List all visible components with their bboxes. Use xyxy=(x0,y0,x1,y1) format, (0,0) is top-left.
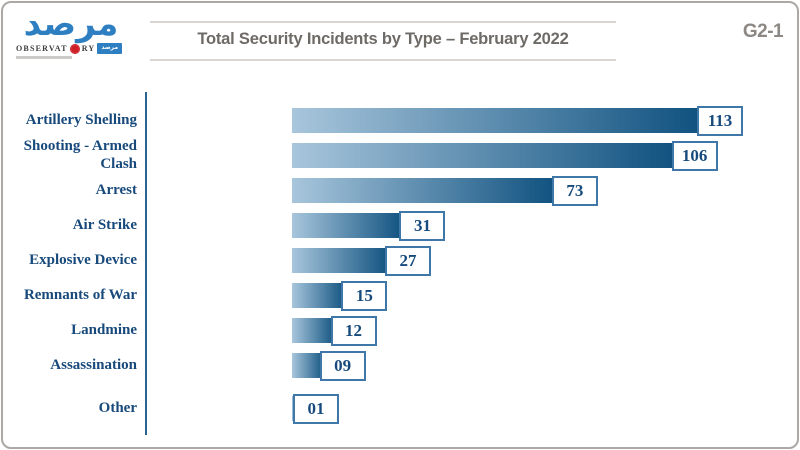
bar xyxy=(292,353,325,378)
y-axis-line xyxy=(145,92,147,435)
logo-badge: مرصد xyxy=(97,43,123,54)
bar-chart: Artillery Shelling 113 Shooting - Armed … xyxy=(0,103,800,426)
title-rule-bottom xyxy=(150,59,616,61)
logo-target-icon xyxy=(69,43,80,54)
value-label: 113 xyxy=(707,110,733,130)
logo-latin-pre: OBSERVAT xyxy=(16,44,68,53)
value-label: 31 xyxy=(413,215,431,235)
chart-row: Explosive Device 27 xyxy=(0,243,800,278)
bar xyxy=(292,213,405,238)
value-box: 15 xyxy=(341,280,388,311)
bar xyxy=(292,143,677,168)
logo-latin-line: OBSERVAT RY مرصد xyxy=(16,43,126,54)
category-label: Artillery Shelling xyxy=(25,111,137,128)
value-box: 113 xyxy=(697,105,743,136)
value-label: 73 xyxy=(566,180,584,200)
category-label: Landmine xyxy=(71,321,137,338)
value-box: 106 xyxy=(671,140,718,171)
category-label: Assassination xyxy=(50,356,137,373)
value-label: 27 xyxy=(399,250,417,270)
value-box: 73 xyxy=(551,175,598,206)
bar xyxy=(292,318,336,343)
chart-row: Assassination 09 xyxy=(0,348,800,383)
logo-latin-post: RY xyxy=(81,44,96,53)
value-box: 09 xyxy=(319,350,366,381)
bar xyxy=(292,108,702,133)
observatory-logo: مرصد OBSERVAT RY مرصد xyxy=(16,6,126,59)
value-label: 106 xyxy=(681,145,708,165)
bar xyxy=(292,248,390,273)
category-label: Shooting - Armed Clash xyxy=(23,138,137,172)
value-label: 01 xyxy=(307,398,325,418)
value-box: 01 xyxy=(293,393,339,424)
category-label: Remnants of War xyxy=(23,286,137,303)
chart-row: Landmine 12 xyxy=(0,313,800,348)
bar xyxy=(292,283,347,308)
chart-row: Artillery Shelling 113 xyxy=(0,103,800,138)
category-label: Explosive Device xyxy=(29,251,137,268)
logo-substrip xyxy=(16,56,72,59)
value-box: 12 xyxy=(330,315,377,346)
chart-row: Air Strike 31 xyxy=(0,208,800,243)
logo-arabic-wordmark: مرصد xyxy=(23,4,119,44)
page-title: Total Security Incidents by Type – Febru… xyxy=(197,30,569,48)
category-label: Arrest xyxy=(95,181,137,198)
chart-row: Other 01 xyxy=(0,391,800,426)
bar xyxy=(292,178,557,203)
title-rule-top xyxy=(150,21,616,23)
chart-row: Remnants of War 15 xyxy=(0,278,800,313)
value-box: 27 xyxy=(384,245,431,276)
value-box: 31 xyxy=(399,210,446,241)
value-label: 12 xyxy=(345,320,363,340)
value-label: 15 xyxy=(355,285,373,305)
chart-row: Shooting - Armed Clash 106 xyxy=(0,138,800,173)
value-label: 09 xyxy=(334,355,352,375)
chart-row: Arrest 73 xyxy=(0,173,800,208)
category-label: Other xyxy=(98,399,137,416)
figure-code: G2-1 xyxy=(742,21,784,42)
category-label: Air Strike xyxy=(72,216,137,233)
